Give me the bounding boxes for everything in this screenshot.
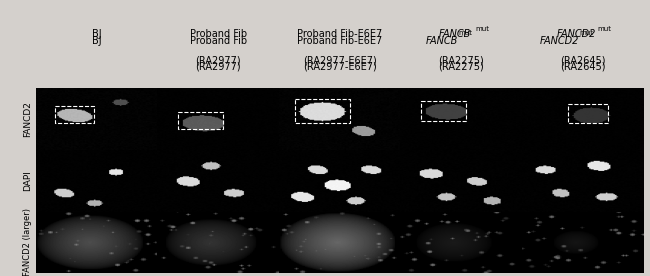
- Bar: [55, 106, 94, 123]
- Text: FANCD2 (larger): FANCD2 (larger): [23, 208, 32, 276]
- Text: (RA2275): (RA2275): [438, 56, 484, 66]
- Bar: [421, 101, 467, 121]
- Text: FANCD2: FANCD2: [540, 36, 580, 46]
- Text: (RA2977): (RA2977): [195, 56, 241, 66]
- Text: FANCB: FANCB: [439, 29, 471, 39]
- Text: (RA2645): (RA2645): [560, 62, 606, 72]
- Bar: [295, 99, 350, 123]
- Text: FANCD2: FANCD2: [23, 101, 32, 137]
- Text: (RA2977-E6E7): (RA2977-E6E7): [303, 56, 376, 66]
- Text: mut: mut: [597, 26, 611, 32]
- Text: (RA2275): (RA2275): [438, 62, 484, 72]
- Text: Proband Fib-E6E7: Proband Fib-E6E7: [297, 36, 382, 46]
- Text: mut: mut: [580, 30, 593, 36]
- Bar: [178, 112, 224, 129]
- Text: mut: mut: [458, 30, 472, 36]
- Bar: [568, 104, 608, 123]
- Text: DAPI: DAPI: [23, 170, 32, 191]
- Text: (RA2977): (RA2977): [195, 62, 241, 72]
- Text: Proband Fib: Proband Fib: [190, 36, 246, 46]
- Text: Proband Fib-E6E7: Proband Fib-E6E7: [297, 29, 382, 39]
- Text: BJ: BJ: [92, 29, 101, 39]
- Text: FANCD2: FANCD2: [556, 29, 596, 39]
- Text: (RA2645): (RA2645): [560, 56, 606, 66]
- Text: (RA2977-E6E7): (RA2977-E6E7): [303, 62, 376, 72]
- Text: BJ: BJ: [92, 36, 101, 46]
- Text: FANCB: FANCB: [426, 36, 458, 46]
- Text: mut: mut: [476, 26, 489, 32]
- Text: Proband Fib: Proband Fib: [190, 29, 246, 39]
